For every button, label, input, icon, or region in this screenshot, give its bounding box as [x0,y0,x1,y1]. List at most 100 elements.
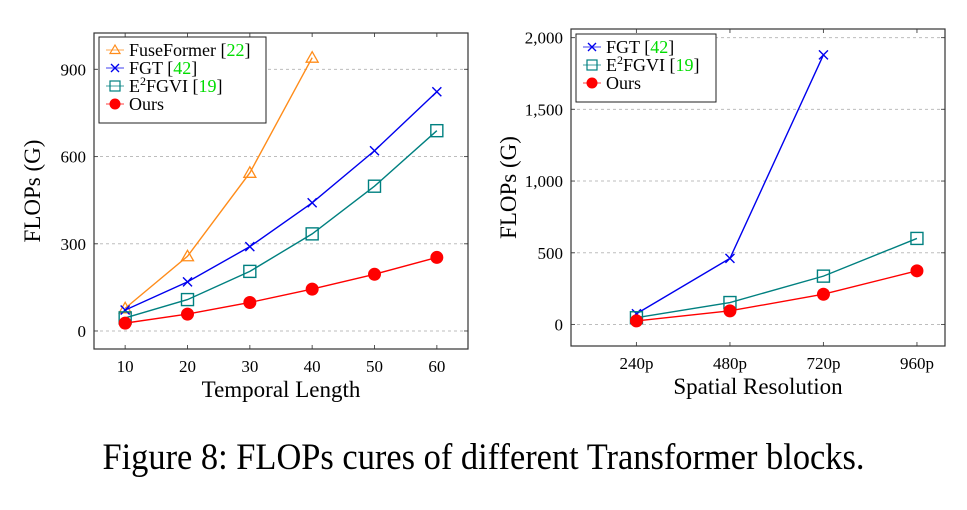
data-point [430,250,444,264]
legend-marker [106,63,124,73]
marker-stroke [182,276,193,287]
series-line [124,57,313,309]
data-point [244,241,255,252]
ytick-label: 2,000 [525,29,563,48]
series-ours [629,264,924,328]
data-point [431,86,442,97]
marker-stroke [244,241,255,252]
citation-ref: 19 [676,55,694,75]
series-line [124,91,438,311]
data-point [816,269,831,283]
x-axis-label: Temporal Length [202,377,361,402]
legend-marker [106,80,124,92]
series-fgt [631,49,829,319]
xtick-label: 20 [179,357,196,376]
xtick-label: 10 [117,357,134,376]
legend-label: E2FGVI [19] [606,53,700,75]
legend-box [98,36,267,124]
legend-item-fgt: FGT [42] [106,58,197,78]
marker-stroke [431,86,442,97]
legend-item-fuseformer: FuseFormer [22] [106,40,251,60]
y-axis-label: FLOPs (G) [496,136,521,239]
series-line [636,237,918,319]
xtick-label: 720p [806,354,840,373]
ytick-label: 1,000 [525,172,563,191]
data-point [629,314,643,328]
legend-marker [583,77,601,89]
marker-stroke [818,49,829,60]
ytick-label: 600 [61,148,87,167]
legend-item-e2fgvi: E2FGVI [19] [106,74,223,96]
data-point [180,248,195,262]
citation-ref: 22 [227,40,245,60]
data-point [910,264,924,278]
data-point [305,282,319,296]
legend: FuseFormer [22]FGT [42]E2FGVI [19]Ours [98,36,267,124]
legend-triangle [108,43,122,55]
series-fgt [120,86,442,316]
xtick-label: 30 [241,357,258,376]
ytick-label: 300 [61,235,87,254]
data-point [910,231,924,246]
legend-label: FGT [42] [129,58,197,78]
data-point [118,316,132,330]
data-point [369,145,380,156]
legend-label: FuseFormer [22] [129,40,251,60]
legend-marker [106,98,124,110]
data-point [242,165,257,178]
xtick-label: 240p [619,354,653,373]
data-point [243,264,257,279]
legend-circle [109,98,121,110]
series-e2fgvi [629,231,924,325]
citation-ref: 42 [173,58,191,78]
figure-caption: Figure 8: FLOPs cures of different Trans… [102,437,865,478]
marker-stroke [120,305,131,316]
xtick-label: 40 [304,357,321,376]
series-line [125,256,438,324]
legend: FGT [42]E2FGVI [19]Ours [575,33,717,103]
legend-circle [586,77,598,89]
legend-x [587,42,597,52]
legend-item-ours: Ours [583,73,641,93]
data-point [305,50,320,63]
legend-label: Ours [129,94,164,114]
ytick-label: 0 [555,315,564,334]
marker-stroke [724,253,735,264]
xtick-label: 50 [366,357,383,376]
chart-temporal-length: 0 300 600 900 10 20 30 40 50 60 Temporal Length FLO… [20,32,469,402]
plot-frame [570,28,946,347]
citation-ref: 42 [650,37,668,57]
marker-stroke [307,197,318,208]
data-point [818,49,829,60]
xtick-label: 480p [713,354,747,373]
data-point [368,267,381,281]
series-ours [118,250,444,330]
plot-frame [93,32,469,350]
marker-stroke [369,145,380,156]
legend-marker [106,43,124,55]
series-line [124,130,438,319]
y-axis-label: FLOPs (G) [20,140,45,243]
legend-square [109,80,121,92]
data-point [307,197,318,208]
series-e2fgvi [118,123,444,325]
citation-ref: 19 [199,76,217,96]
data-point [430,123,444,138]
data-point [305,227,319,241]
legend-item-e2fgvi: E2FGVI [19] [583,53,700,75]
legend-x [110,63,120,73]
xtick-label: 960p [900,354,934,373]
ytick-label: 900 [61,60,87,79]
ytick-label: 0 [78,322,87,341]
legend-label: FGT [42] [606,37,674,57]
legend-marker [583,59,601,71]
ytick-label: 500 [538,244,564,263]
data-point [120,305,131,316]
data-point [723,304,737,318]
legend-item-ours: Ours [106,94,164,114]
legend-square [586,59,598,71]
data-point [367,179,382,193]
legend-label: Ours [606,73,641,93]
data-point [181,307,194,321]
